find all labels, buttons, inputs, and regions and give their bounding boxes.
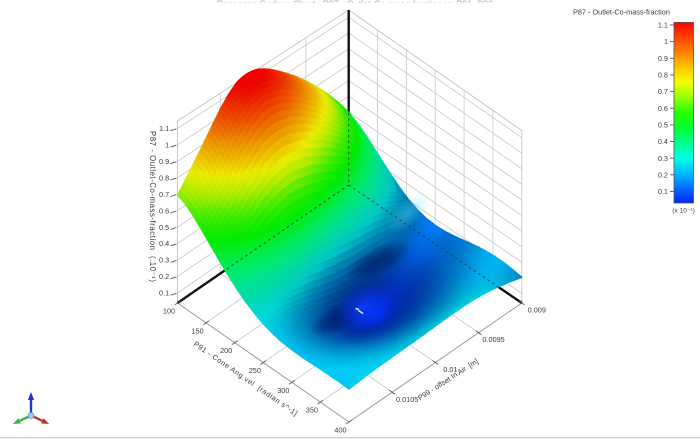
svg-text:0.009: 0.009 [528,306,546,315]
svg-text:350: 350 [306,406,318,415]
svg-text:P99 - offset In Air [m]: P99 - offset In Air [m] [416,356,480,402]
svg-text:0.01: 0.01 [443,365,457,374]
svg-text:0.4: 0.4 [159,239,169,248]
svg-text:1: 1 [664,37,668,46]
svg-text:0.9: 0.9 [159,157,169,166]
svg-text:0.8: 0.8 [159,173,169,182]
svg-text:0.0105: 0.0105 [396,395,418,404]
svg-text:0.3: 0.3 [658,154,668,163]
svg-text:0.6: 0.6 [658,104,668,113]
svg-text:0.7: 0.7 [658,87,668,96]
svg-text:P91 - Cone Ang.vel [radian s^: P91 - Cone Ang.vel [radian s^-1] [192,339,300,418]
svg-text:0.8: 0.8 [658,71,668,80]
svg-text:0.9: 0.9 [658,54,668,63]
svg-text:1.1: 1.1 [658,21,668,30]
svg-text:0.5: 0.5 [159,223,169,232]
svg-text:0.3: 0.3 [159,256,169,265]
svg-text:150: 150 [192,326,204,335]
svg-text:1: 1 [165,141,169,150]
svg-text:200: 200 [220,346,232,355]
svg-text:0.5: 0.5 [658,121,668,130]
svg-text:0.7: 0.7 [159,190,169,199]
svg-text:300: 300 [277,386,289,395]
svg-text:(x 10⁻¹): (x 10⁻¹) [672,208,695,215]
svg-text:250: 250 [249,366,261,375]
svg-text:0.1: 0.1 [159,289,169,298]
svg-text:0.2: 0.2 [658,170,668,179]
svg-text:0.1: 0.1 [658,187,668,196]
svg-text:400: 400 [334,426,346,435]
svg-text:P87 - Outlet-Co-mass-fraction: P87 - Outlet-Co-mass-fraction (.10⁻¹) [148,131,157,283]
svg-text:0.6: 0.6 [159,206,169,215]
svg-text:P87 - Outlet-Co-mass-fraction: P87 - Outlet-Co-mass-fraction [573,8,670,17]
svg-text:0.2: 0.2 [159,272,169,281]
svg-text:100: 100 [163,307,175,316]
svg-text:0.4: 0.4 [658,137,668,146]
svg-text:1.1: 1.1 [159,124,169,133]
svg-text:Response Surface Chart : P87 -: Response Surface Chart : P87 - Outlet-Co… [217,0,494,9]
svg-text:0.0095: 0.0095 [482,335,504,344]
